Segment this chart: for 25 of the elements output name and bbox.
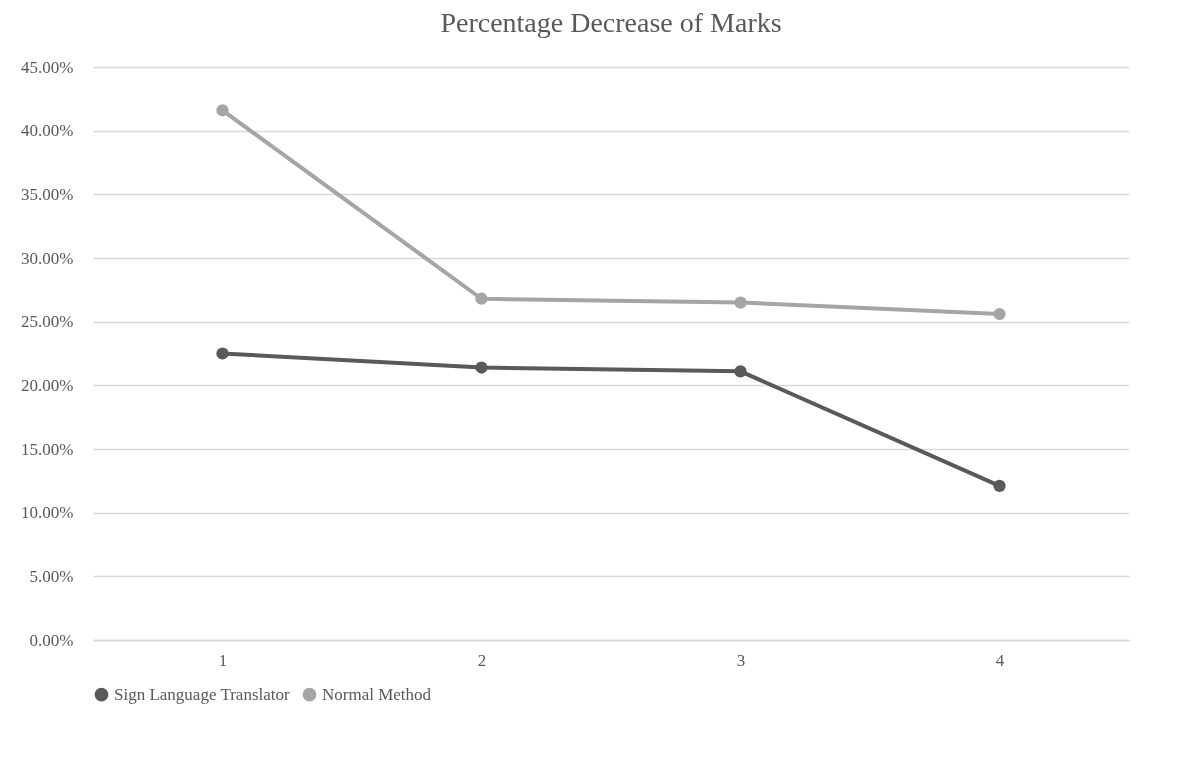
- legend-label: Sign Language Translator: [114, 684, 290, 704]
- point: [993, 479, 1006, 493]
- legend-label: Normal Method: [322, 684, 432, 704]
- point: [475, 361, 488, 374]
- y-tick-label: 10.00%: [21, 503, 74, 523]
- y-tick-label: 40.00%: [21, 121, 74, 141]
- y-tick-label: 5.00%: [29, 566, 74, 586]
- y-tick-label: 0.00%: [29, 630, 74, 650]
- point: [216, 347, 229, 360]
- y-tick-label: 30.00%: [21, 248, 74, 268]
- y-tick-label: 35.00%: [21, 184, 74, 204]
- chart-title: Percentage Decrease of Marks: [440, 7, 782, 38]
- y-tick-label: 20.00%: [21, 375, 74, 395]
- x-tick-label: 3: [736, 650, 746, 670]
- point: [993, 307, 1006, 321]
- x-tick-label: 1: [218, 650, 228, 670]
- point: [734, 365, 747, 378]
- point: [475, 292, 488, 305]
- y-tick-label: 15.00%: [21, 439, 74, 459]
- x-tick-label: 4: [995, 650, 1005, 670]
- y-tick-label: 45.00%: [21, 57, 74, 77]
- point: [216, 104, 229, 117]
- y-tick-label: 25.00%: [21, 312, 74, 332]
- point: [734, 296, 747, 309]
- x-tick-label: 2: [477, 650, 487, 670]
